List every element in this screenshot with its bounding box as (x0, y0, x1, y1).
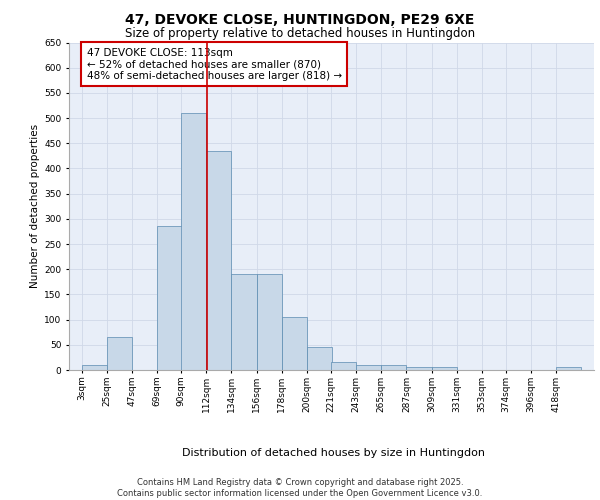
Bar (556, 368, 581, 370)
Bar (232, 274, 257, 370)
Text: Size of property relative to detached houses in Huntingdon: Size of property relative to detached ho… (125, 28, 475, 40)
Bar (206, 151, 232, 370)
Bar (331, 362, 356, 370)
Bar (307, 348, 332, 370)
Bar (157, 226, 182, 370)
Text: 47, DEVOKE CLOSE, HUNTINGDON, PE29 6XE: 47, DEVOKE CLOSE, HUNTINGDON, PE29 6XE (125, 12, 475, 26)
Bar (356, 365, 381, 370)
Y-axis label: Number of detached properties: Number of detached properties (30, 124, 40, 288)
Bar (282, 317, 307, 370)
Bar (406, 368, 431, 370)
Bar (431, 368, 457, 370)
Text: 47 DEVOKE CLOSE: 113sqm
← 52% of detached houses are smaller (870)
48% of semi-d: 47 DEVOKE CLOSE: 113sqm ← 52% of detache… (86, 48, 342, 80)
Bar (181, 113, 206, 370)
Bar (381, 365, 406, 370)
Text: Contains HM Land Registry data © Crown copyright and database right 2025.
Contai: Contains HM Land Registry data © Crown c… (118, 478, 482, 498)
Bar (82, 365, 107, 370)
Text: Distribution of detached houses by size in Huntingdon: Distribution of detached houses by size … (182, 448, 485, 458)
Bar (257, 274, 282, 370)
Bar (107, 337, 132, 370)
